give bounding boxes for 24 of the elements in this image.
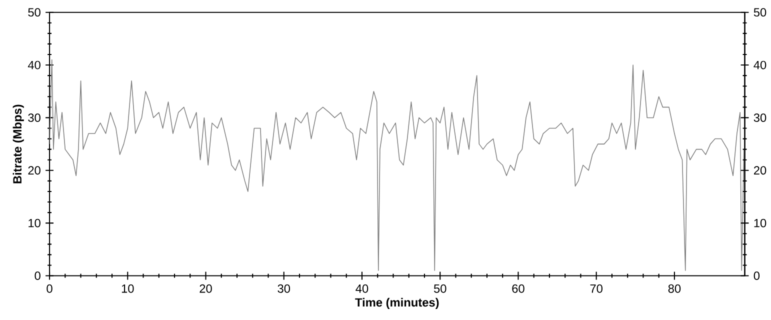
y-tick-label: 30 — [28, 114, 40, 122]
y-tick-label: 40 — [28, 60, 40, 70]
line-series — [50, 59, 744, 271]
y-tick-label: 20 — [28, 166, 40, 175]
x-tick-label: 20 — [200, 284, 212, 293]
y2-tick-label: 20 — [754, 166, 766, 175]
x-tick-label: 40 — [356, 284, 368, 293]
x-tick-label: 80 — [668, 284, 681, 293]
y2-tick-label: 30 — [754, 114, 766, 122]
x-tick-label: 30 — [278, 284, 290, 293]
x-tick-label: 60 — [512, 284, 524, 293]
x-axis-title: Time (minutes) — [355, 298, 439, 310]
y-axis-title: Bitrate (Mbps) — [12, 104, 24, 184]
x-tick-label: 10 — [122, 284, 134, 293]
y-tick-label: 0 — [34, 272, 40, 280]
y2-tick-label: 10 — [754, 218, 766, 228]
x-tick-label: 50 — [434, 284, 446, 293]
y-tick-label: 10 — [28, 218, 40, 228]
y2-tick-label: 50 — [754, 8, 766, 17]
y-tick-label: 50 — [28, 8, 40, 17]
y2-tick-label: 40 — [754, 60, 766, 70]
y2-tick-label: 0 — [754, 272, 760, 280]
x-tick-label: 0 — [46, 284, 52, 293]
x-tick-label: 70 — [590, 284, 602, 293]
